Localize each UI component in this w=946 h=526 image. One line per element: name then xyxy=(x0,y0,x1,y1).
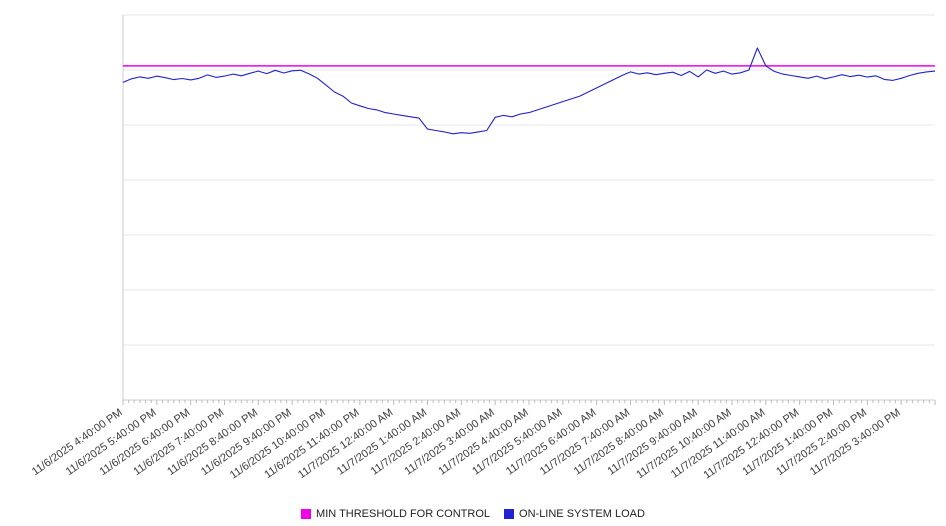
legend-item-system-load: ON-LINE SYSTEM LOAD xyxy=(504,508,645,520)
threshold-legend-swatch xyxy=(301,509,312,519)
threshold-legend-label: MIN THRESHOLD FOR CONTROL xyxy=(316,508,491,520)
legend-item-threshold: MIN THRESHOLD FOR CONTROL xyxy=(301,508,490,520)
chart-legend: MIN THRESHOLD FOR CONTROL ON-LINE SYSTEM… xyxy=(0,508,946,520)
system-load-legend-swatch xyxy=(504,509,515,519)
system-load-line xyxy=(122,47,936,135)
system-load-legend-label: ON-LINE SYSTEM LOAD xyxy=(519,508,645,520)
